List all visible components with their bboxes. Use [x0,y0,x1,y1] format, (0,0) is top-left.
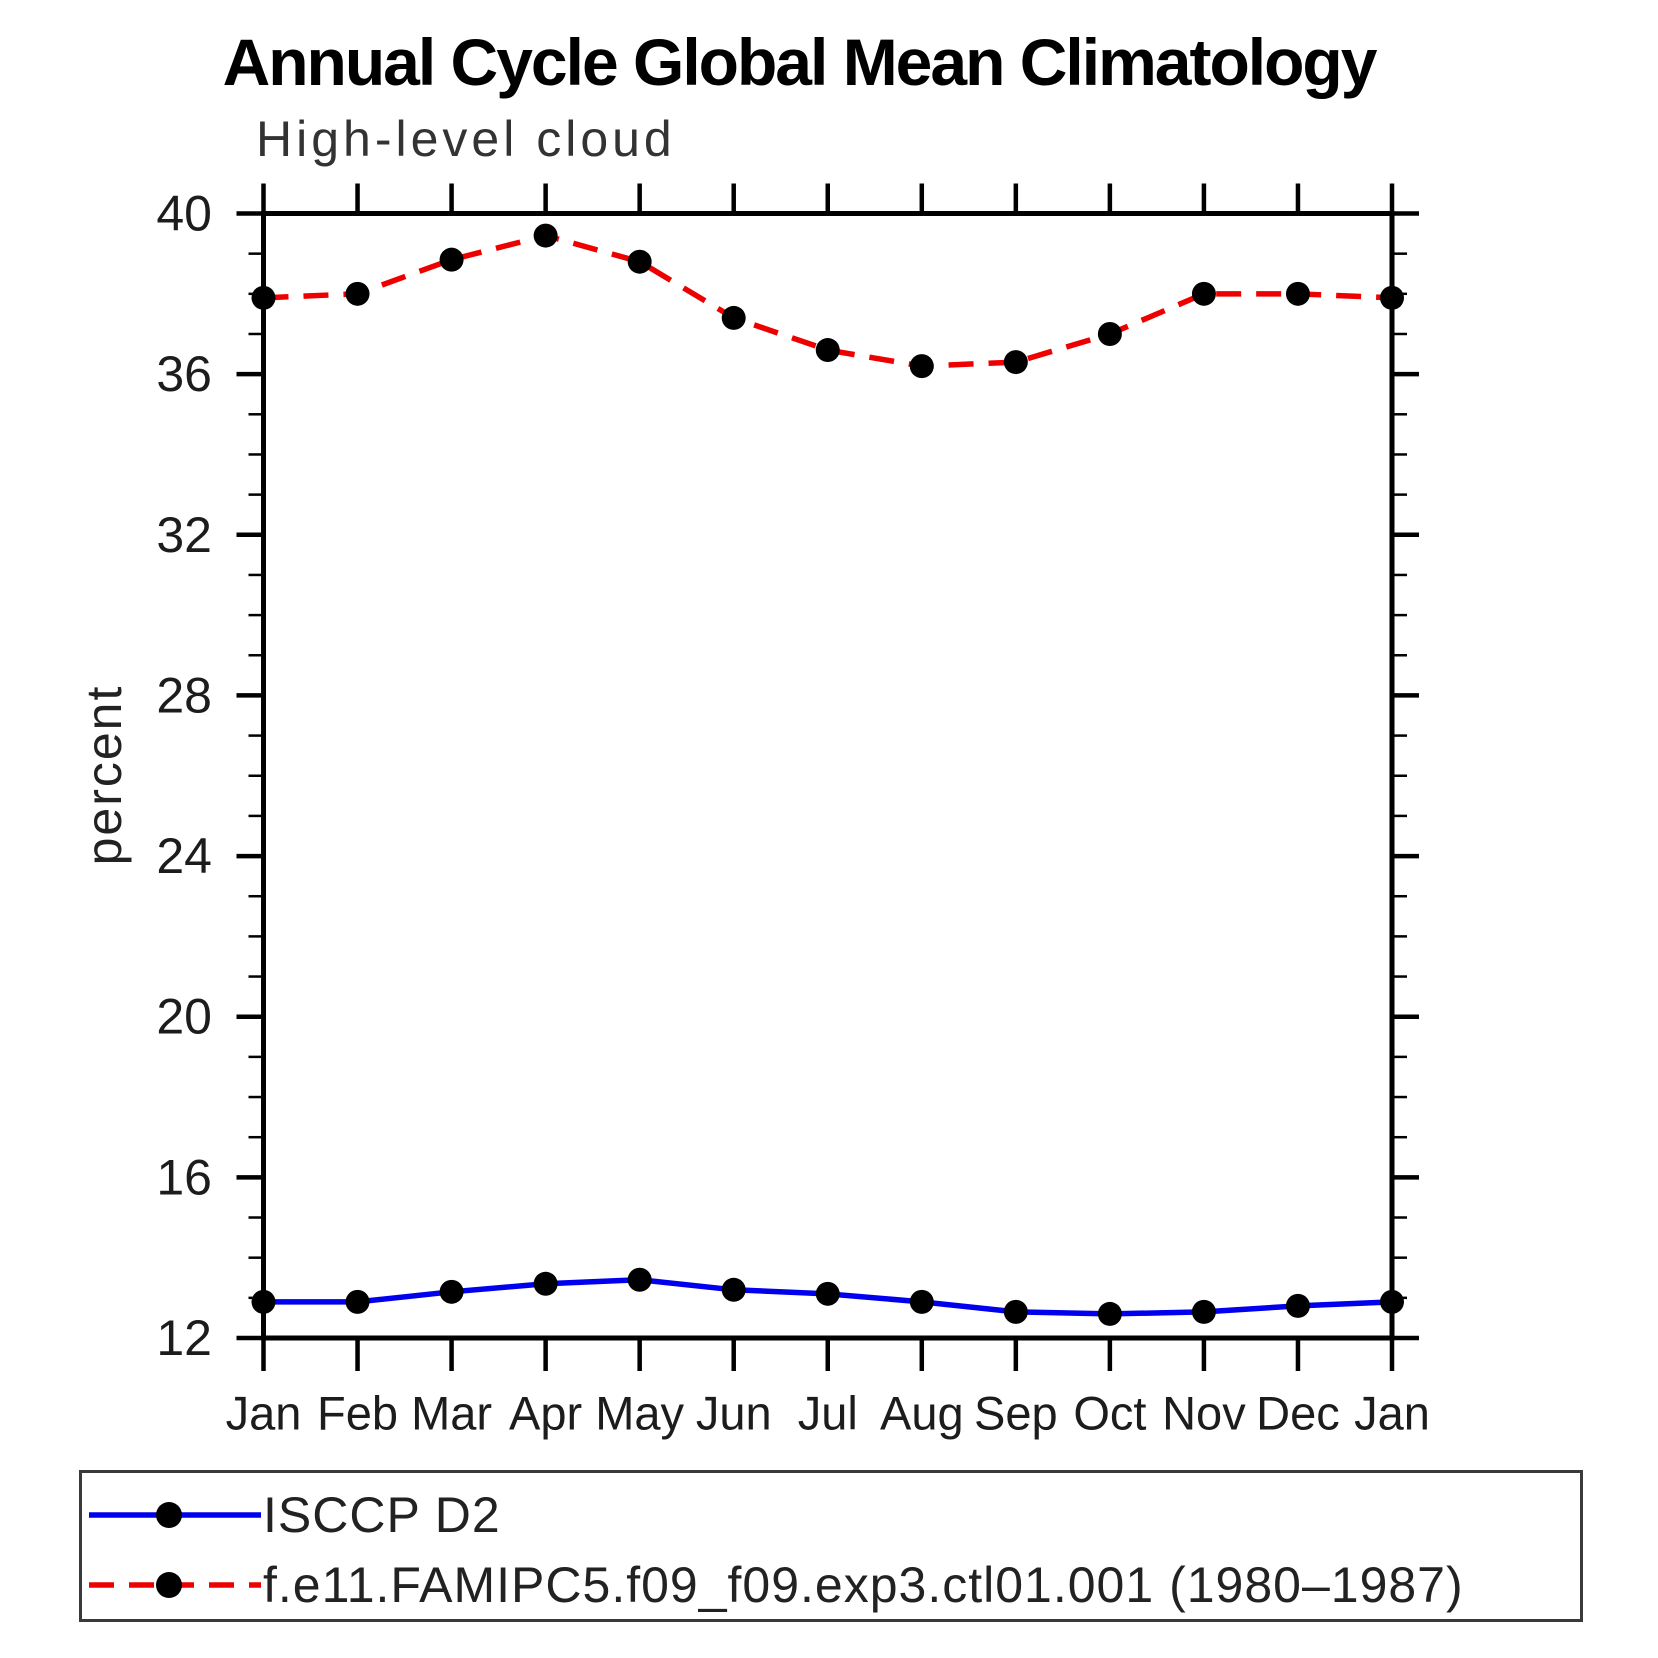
plot-frame [261,211,1395,1341]
x-tick-label: Jun [696,1387,772,1440]
x-tick-label: Dec [1256,1387,1340,1440]
data-point-marker-1 [909,354,934,379]
data-point-marker-1 [1380,285,1404,310]
legend-item-isccp: ISCCP D2 [89,1487,501,1543]
data-point-marker-1 [815,338,840,363]
data-point-marker-1 [1003,350,1028,375]
x-tick-label: Aug [880,1387,964,1440]
legend-marker-icon [156,1502,182,1528]
legend-item-model: f.e11.FAMIPC5.f09_f09.exp3.ctl01.001 (19… [89,1557,1464,1613]
chart-title: Annual Cycle Global Mean Climatology [222,25,1378,99]
data-point-marker-0 [1003,1299,1028,1324]
data-point-marker-0 [345,1289,370,1314]
legend-label: ISCCP D2 [263,1487,501,1543]
y-tick-label: 20 [156,989,212,1045]
y-tick-label: 12 [156,1310,212,1366]
x-tick-label: Sep [974,1387,1058,1440]
data-point-marker-0 [1380,1289,1404,1314]
data-point-marker-1 [439,247,464,272]
data-point-marker-1 [251,285,276,310]
y-tick-label: 28 [156,667,212,723]
x-tick-label: Jan [1354,1387,1430,1440]
data-point-marker-1 [533,223,558,248]
legend-sample-line-solid [89,1502,261,1528]
data-point-marker-0 [721,1277,746,1302]
y-tick-label: 24 [156,828,212,884]
data-point-marker-0 [1097,1301,1122,1326]
data-point-marker-0 [815,1281,840,1306]
data-point-marker-0 [627,1267,652,1292]
x-tick-label: Apr [509,1387,582,1440]
x-tick-label: Oct [1073,1387,1146,1440]
data-point-marker-0 [439,1279,464,1304]
data-point-marker-1 [345,281,370,306]
x-tick-label: Jan [226,1387,302,1440]
data-point-marker-0 [1285,1293,1310,1318]
legend-marker-icon [156,1572,182,1598]
data-point-marker-1 [1285,281,1310,306]
data-point-marker-1 [721,305,746,330]
x-tick-label: May [595,1387,684,1440]
data-point-marker-1 [627,249,652,274]
legend: ISCCP D2 f.e11.FAMIPC5.f09_f09.exp3.ctl0… [79,1470,1583,1622]
y-tick-label: 16 [156,1149,212,1205]
data-point-marker-0 [533,1271,558,1296]
x-tick-label: Mar [411,1387,492,1440]
x-tick-label: Feb [317,1387,398,1440]
y-tick-label: 36 [156,346,212,402]
y-tick-label: 32 [156,507,212,563]
chart-subtitle: High-level cloud [256,111,676,167]
data-point-marker-0 [1191,1299,1216,1324]
x-tick-label: Nov [1162,1387,1246,1440]
legend-label: f.e11.FAMIPC5.f09_f09.exp3.ctl01.001 (19… [263,1557,1464,1613]
data-point-marker-0 [251,1289,276,1314]
data-point-marker-0 [909,1289,934,1314]
legend-sample-line-dashed [89,1572,261,1598]
x-tick-label: Jul [798,1387,858,1440]
y-tick-label: 40 [156,186,212,242]
data-point-marker-1 [1191,281,1216,306]
data-point-marker-1 [1097,321,1122,346]
